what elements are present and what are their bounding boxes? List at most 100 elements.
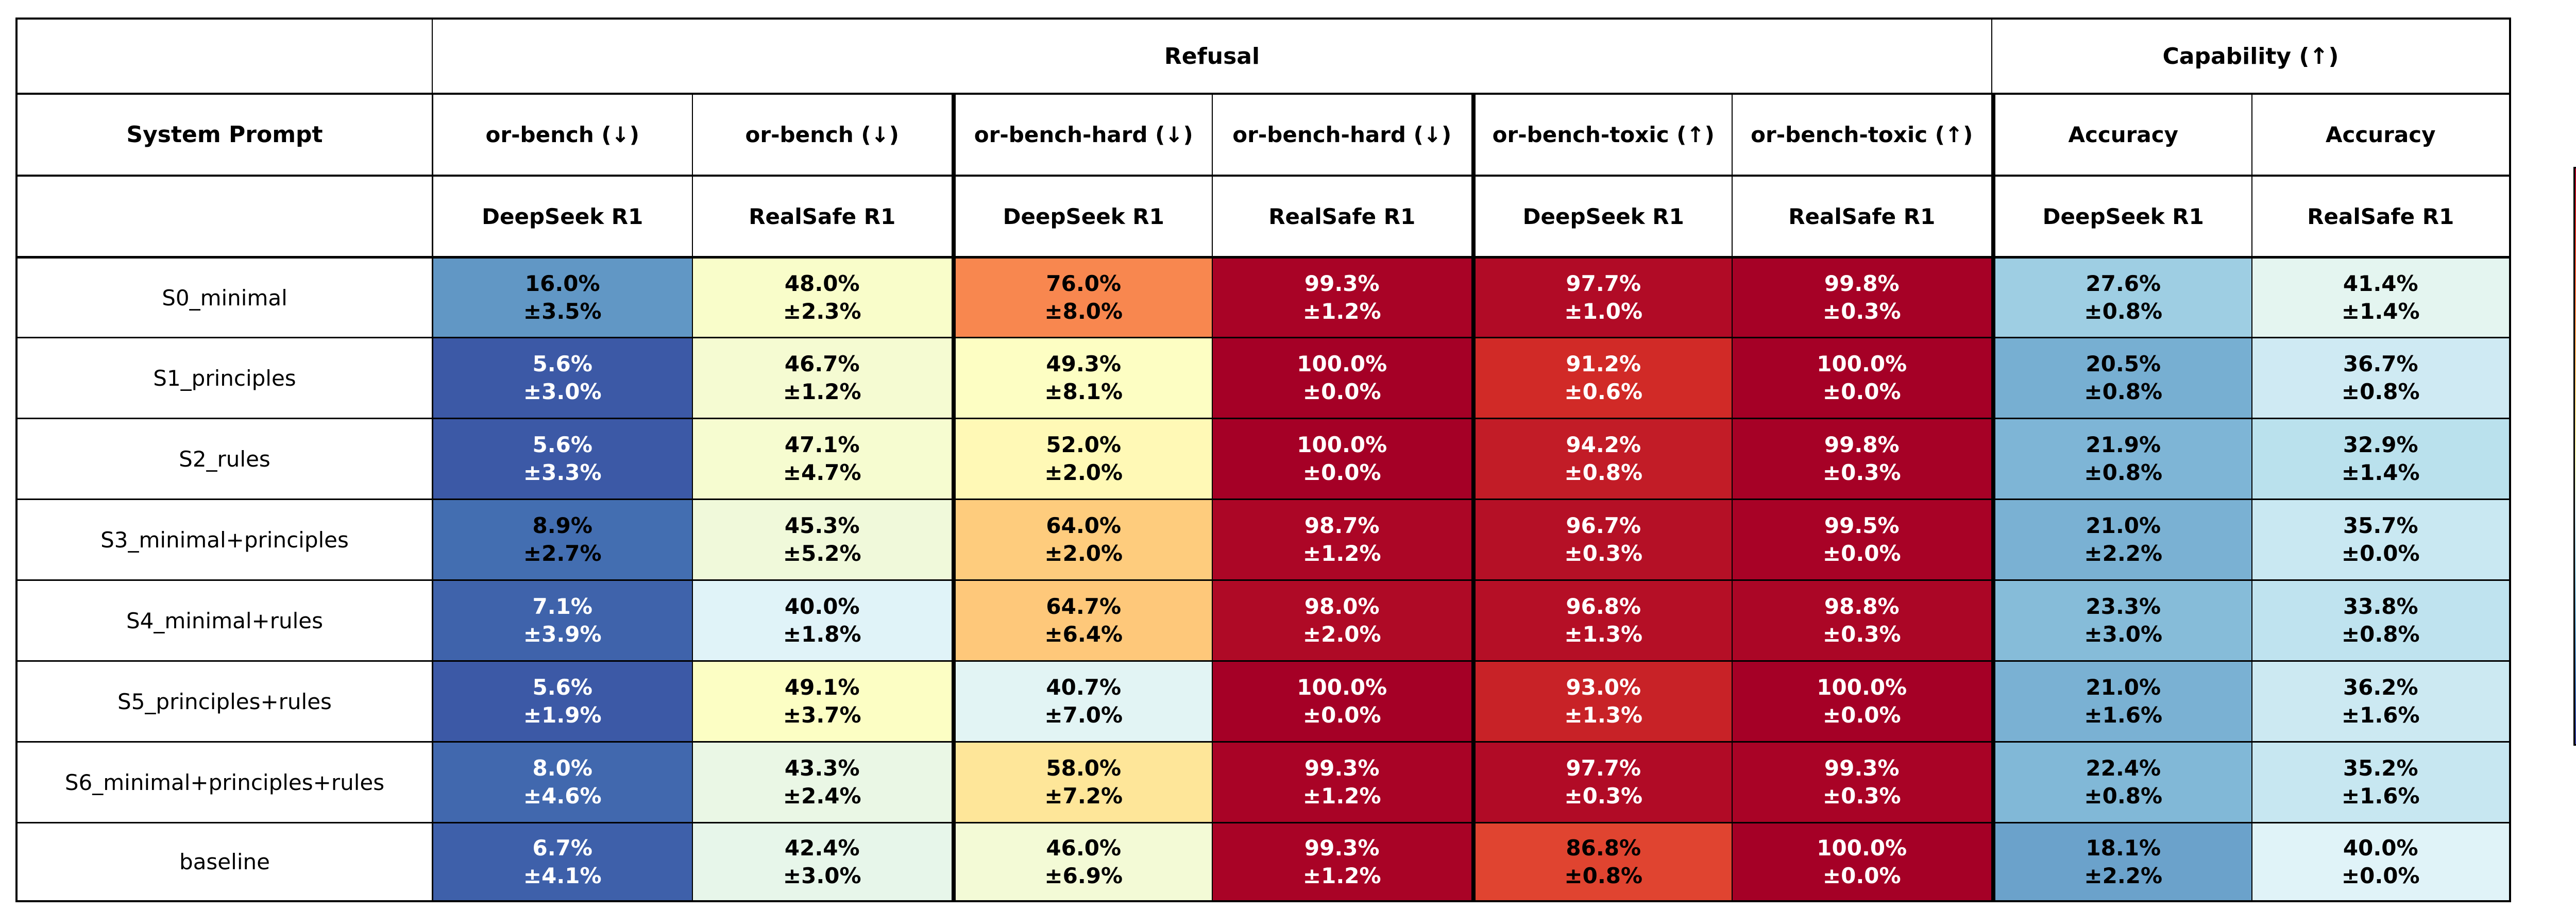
cell-r0-c6-value: 27.6% [2086, 271, 2161, 297]
cell-r0-c7-value: 41.4% [2343, 271, 2418, 297]
cell-r7-c3-value: 99.3% [1304, 835, 1380, 861]
cell-r3-c3-error: ±1.2% [1302, 541, 1381, 566]
benchmark-header-6: Accuracy [1995, 95, 2251, 175]
row-label-S3_minimal+principles: S3_minimal+principles [18, 500, 432, 579]
cell-r5-c3-error: ±0.0% [1302, 702, 1381, 728]
cell-r7-c7-error: ±0.0% [2341, 863, 2420, 888]
cell-r1-c0-value: 5.6% [532, 351, 592, 377]
cell-r2-c6-value: 21.9% [2086, 432, 2161, 458]
cell-r6-c1-value: 43.3% [784, 755, 860, 781]
row-label-S5_principles+rules-text: S5_principles+rules [117, 689, 332, 714]
cell-r1-c4-error: ±0.6% [1564, 379, 1643, 404]
cell-r1-c7-error: ±0.8% [2341, 379, 2420, 404]
cell-r6-c7-value: 35.2% [2343, 755, 2418, 781]
row-label-S0_minimal-text: S0_minimal [162, 285, 287, 311]
cell-r5-c7-error: ±1.6% [2341, 702, 2420, 728]
model-header-2: DeepSeek R1 [956, 177, 1212, 256]
cell-r6-c6-error: ±0.8% [2084, 783, 2163, 809]
cell-r3-c7: 35.7% ±0.0% [2252, 500, 2509, 579]
cell-r3-c4-value: 96.7% [1566, 513, 1641, 539]
cell-r1-c5: 100.0% ±0.0% [1732, 338, 1991, 418]
cell-r4-c4-value: 96.8% [1566, 594, 1641, 620]
cell-r2-c6: 21.9% ±0.8% [1995, 419, 2251, 499]
model-header-1: RealSafe R1 [692, 177, 952, 256]
cell-r7-c4-error: ±0.8% [1564, 863, 1643, 888]
cell-r6-c1: 43.3% ±2.4% [692, 743, 952, 822]
cell-r5-c3: 100.0% ±0.0% [1212, 662, 1471, 741]
cell-r7-c1-value: 42.4% [784, 835, 860, 861]
cell-r2-c5-value: 99.8% [1824, 432, 1900, 458]
cell-r3-c4: 96.7% ±0.3% [1476, 500, 1732, 579]
cell-r3-c0: 8.9% ±2.7% [433, 500, 692, 579]
model-header-0-text: DeepSeek R1 [482, 203, 643, 229]
cell-r4-c3-error: ±2.0% [1302, 622, 1381, 647]
cell-r2-c3-value: 100.0% [1297, 432, 1387, 458]
cell-r7-c1-error: ±3.0% [783, 863, 861, 888]
cell-r5-c5-error: ±0.0% [1822, 702, 1901, 728]
cell-r4-c1: 40.0% ±1.8% [692, 581, 952, 660]
cell-r0-c3: 99.3% ±1.2% [1212, 259, 1471, 337]
system-prompt-header-text: System Prompt [126, 122, 323, 148]
group-header-capability: Capability (↑) [1992, 20, 2509, 93]
cell-r1-c6: 20.5% ±0.8% [1995, 338, 2251, 418]
group-header-refusal-text: Refusal [1164, 43, 1260, 70]
cell-r0-c2: 76.0% ±8.0% [956, 259, 1212, 337]
cell-r0-c1-value: 48.0% [784, 271, 860, 297]
cell-r4-c1-value: 40.0% [784, 594, 860, 620]
cell-r0-c7-error: ±1.4% [2341, 299, 2420, 324]
row-label-S1_principles: S1_principles [18, 338, 432, 418]
cell-r3-c5-value: 99.5% [1824, 513, 1900, 539]
benchmark-header-1-text: or-bench (↓) [745, 122, 899, 147]
cell-r6-c4: 97.7% ±0.3% [1476, 743, 1732, 822]
cell-r5-c2-value: 40.7% [1046, 675, 1122, 700]
cell-r3-c6-error: ±2.2% [2084, 541, 2163, 566]
cell-r7-c0: 6.7% ±4.1% [433, 823, 692, 900]
cell-r3-c3-value: 98.7% [1304, 513, 1380, 539]
cell-r1-c1-value: 46.7% [784, 351, 860, 377]
benchmark-header-3-text: or-bench-hard (↓) [1232, 122, 1452, 147]
benchmark-header-1: or-bench (↓) [692, 95, 952, 175]
model-header-2-text: DeepSeek R1 [1003, 203, 1164, 229]
cell-r2-c2-error: ±2.0% [1044, 460, 1123, 485]
cell-r4-c0-value: 7.1% [532, 594, 592, 620]
cell-r1-c5-error: ±0.0% [1822, 379, 1901, 404]
cell-r6-c2-value: 58.0% [1046, 755, 1122, 781]
cell-r6-c5-value: 99.3% [1824, 755, 1900, 781]
cell-r4-c5-error: ±0.3% [1822, 622, 1901, 647]
cell-r7-c0-value: 6.7% [532, 835, 592, 861]
cell-r1-c2: 49.3% ±8.1% [956, 338, 1212, 418]
cell-r0-c3-error: ±1.2% [1302, 299, 1381, 324]
cell-r4-c6-error: ±3.0% [2084, 622, 2163, 647]
cell-r7-c3: 99.3% ±1.2% [1212, 823, 1471, 900]
row-label-baseline: baseline [18, 823, 432, 900]
cell-r0-c1-error: ±2.3% [783, 299, 861, 324]
cell-r4-c4-error: ±1.3% [1564, 622, 1643, 647]
cell-r5-c7-value: 36.2% [2343, 675, 2418, 700]
cell-r3-c1-value: 45.3% [784, 513, 860, 539]
cell-r2-c5: 99.8% ±0.3% [1732, 419, 1991, 499]
cell-r3-c5: 99.5% ±0.0% [1732, 500, 1991, 579]
cell-r4-c2-error: ±6.4% [1044, 622, 1123, 647]
cell-r5-c6-error: ±1.6% [2084, 702, 2163, 728]
cell-r6-c1-error: ±2.4% [783, 783, 861, 809]
cell-r6-c6: 22.4% ±0.8% [1995, 743, 2251, 822]
row-label-S2_rules-text: S2_rules [179, 446, 270, 472]
group-header-capability-text: Capability (↑) [2162, 43, 2339, 70]
cell-r2-c3-error: ±0.0% [1302, 460, 1381, 485]
cell-r5-c6: 21.0% ±1.6% [1995, 662, 2251, 741]
benchmark-header-4: or-bench-toxic (↑) [1476, 95, 1732, 175]
cell-r4-c1-error: ±1.8% [783, 622, 861, 647]
cell-r3-c2-value: 64.0% [1046, 513, 1122, 539]
cell-r3-c1-error: ±5.2% [783, 541, 861, 566]
cell-r4-c2: 64.7% ±6.4% [956, 581, 1212, 660]
cell-r7-c0-error: ±4.1% [523, 863, 602, 888]
cell-r0-c2-value: 76.0% [1046, 271, 1122, 297]
cell-r0-c4-value: 97.7% [1566, 271, 1641, 297]
benchmark-header-5: or-bench-toxic (↑) [1732, 95, 1991, 175]
cell-r2-c2-value: 52.0% [1046, 432, 1122, 458]
row-label-S4_minimal+rules: S4_minimal+rules [18, 581, 432, 660]
cell-r0-c0: 16.0% ±3.5% [433, 259, 692, 337]
cell-r7-c5: 100.0% ±0.0% [1732, 823, 1991, 900]
model-header-0: DeepSeek R1 [433, 177, 692, 256]
cell-r4-c7-error: ±0.8% [2341, 622, 2420, 647]
